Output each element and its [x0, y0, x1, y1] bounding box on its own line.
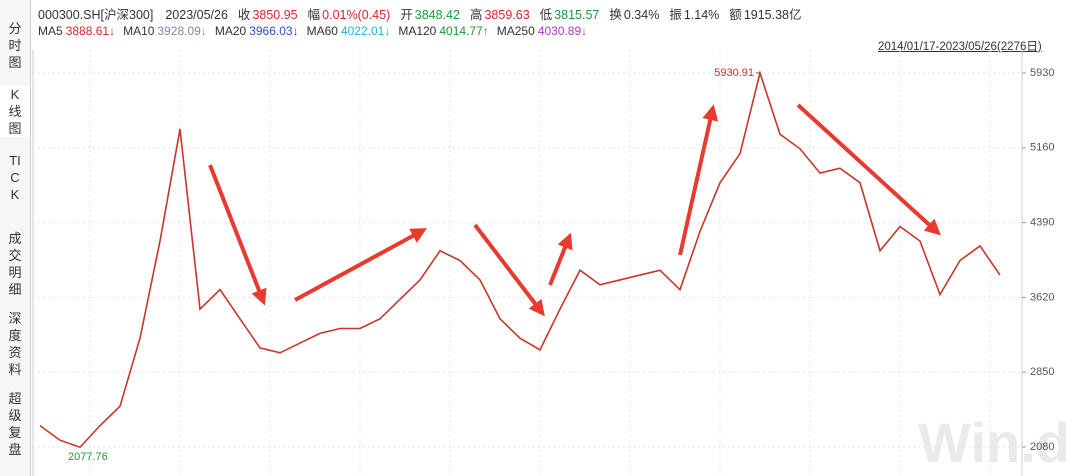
ma-value: 4022.01↓: [340, 24, 391, 38]
quote-label: 收: [237, 8, 251, 22]
date-range[interactable]: 2014/01/17-2023/05/26(2276日): [878, 41, 1042, 53]
quote-label: 高: [469, 8, 483, 22]
quote-label: 振: [669, 8, 682, 22]
quote-value: 1.14%: [683, 8, 720, 22]
quote-value: 1915.38亿: [743, 8, 802, 22]
y-tick-label: 3620: [1030, 291, 1054, 303]
ma-label: MA10: [123, 24, 155, 38]
quote-value: 0.01%(0.45): [322, 8, 391, 22]
quote-label: 低: [539, 8, 553, 22]
quote-value: 0.34%: [623, 8, 660, 22]
quote-label: 开: [400, 8, 413, 22]
ma-value: 4014.77↑: [439, 24, 489, 38]
quote-label: 换: [609, 8, 622, 22]
sidebar-tab[interactable]: 分时图: [8, 21, 22, 70]
date: 2023/05/26: [165, 8, 228, 22]
ma-label: MA250: [496, 24, 535, 38]
ma-value: 3928.09↓: [157, 24, 207, 38]
y-tick-label: 4390: [1030, 217, 1054, 229]
quote-label: 额: [729, 8, 742, 22]
quote-value: 3848.42: [414, 8, 460, 22]
sidebar-tab[interactable]: TICK: [9, 153, 21, 202]
sidebar-tab[interactable]: 成交明细: [8, 231, 22, 297]
y-tick-label: 5930: [1030, 67, 1054, 79]
low-annotation: 2077.76: [68, 451, 108, 463]
ma-label: MA20: [214, 24, 247, 38]
sidebar-tab[interactable]: K线图: [0, 86, 30, 137]
y-tick-label: 2080: [1030, 441, 1054, 453]
high-annotation: 5930.91: [714, 67, 754, 79]
quote-value: 3859.63: [484, 8, 530, 22]
sidebar-tab[interactable]: 深度资料: [8, 311, 22, 377]
sidebar: 分时图 K线图 TICK 成交明细深度资料超级复盘: [0, 0, 31, 476]
ma-value: 4030.89↓: [537, 24, 588, 38]
quote-value: 3815.57: [554, 8, 600, 22]
ma-header: MA5 3888.61↓ MA10 3928.09↓ MA20 3966.03↓ MA60 4…: [38, 24, 595, 38]
y-tick-label: 5160: [1030, 142, 1054, 154]
y-tick-label: 2850: [1030, 366, 1054, 378]
quote-header: 000300.SH[沪深300] 2023/05/26 收 3850.95 幅 0.01%…: [38, 4, 806, 23]
code: 000300.SH[沪深300]: [38, 8, 154, 22]
ma-label: MA5: [38, 24, 63, 38]
sidebar-tab[interactable]: 超级复盘: [8, 391, 22, 457]
quote-label: 幅: [307, 8, 321, 22]
watermark: Win.d: [918, 411, 1070, 474]
quote-value: 3850.95: [252, 8, 298, 22]
ma-value: 3888.61↓: [65, 24, 116, 38]
ma-label: MA60: [306, 24, 338, 38]
ma-value: 3966.03↓: [249, 24, 299, 38]
ma-label: MA120: [398, 24, 437, 38]
price-line: [39, 70, 1001, 449]
arrows: [208, 103, 941, 317]
